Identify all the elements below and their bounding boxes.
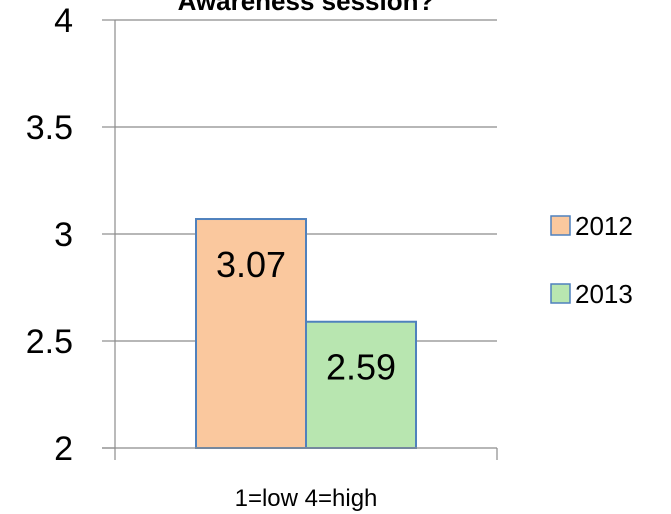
legend-swatch-2012 xyxy=(550,215,571,236)
data-label-2012: 3.07 xyxy=(216,244,286,285)
data-label-2013: 2.59 xyxy=(326,347,396,388)
y-tick-label: 4 xyxy=(54,2,73,40)
legend: 2012 2013 xyxy=(550,211,633,309)
y-tick-label: 3.5 xyxy=(26,109,73,147)
legend-label-2013: 2013 xyxy=(575,279,633,309)
chart-title: Awareness session? xyxy=(178,0,435,16)
data-labels: 3.07 2.59 xyxy=(216,244,396,388)
axes xyxy=(102,19,498,460)
x-axis-title: 1=low 4=high xyxy=(235,485,378,512)
bar-2012 xyxy=(195,218,307,449)
y-tick-labels: 2 2.5 3 3.5 4 xyxy=(26,2,73,468)
legend-swatch-2013 xyxy=(550,283,571,304)
y-tick-label: 2 xyxy=(54,430,73,468)
y-tick-label: 2.5 xyxy=(26,323,73,361)
y-tick-label: 3 xyxy=(54,216,73,254)
legend-label-2012: 2012 xyxy=(575,211,633,241)
